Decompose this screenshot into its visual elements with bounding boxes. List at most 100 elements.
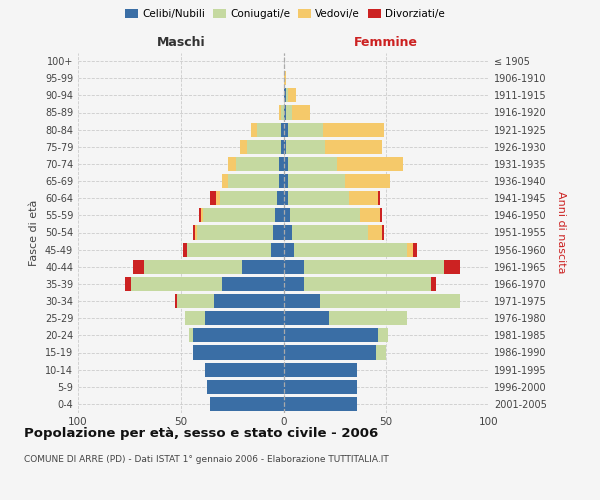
Bar (287, 88, 296, 102)
Bar (284, 397, 358, 411)
Bar (281, 122, 284, 136)
Bar (205, 311, 284, 325)
Bar (378, 328, 388, 342)
Bar (209, 397, 284, 411)
Bar (284, 242, 294, 256)
Bar (284, 260, 304, 274)
Bar (257, 122, 281, 136)
Bar (284, 277, 304, 291)
Bar (290, 208, 359, 222)
Bar (286, 88, 287, 102)
Bar (247, 140, 281, 154)
Bar (131, 277, 222, 291)
Bar (284, 208, 290, 222)
Bar (304, 260, 444, 274)
Bar (380, 208, 382, 222)
Bar (292, 226, 368, 239)
Bar (284, 380, 358, 394)
Bar (284, 106, 286, 120)
Bar (214, 294, 284, 308)
Bar (176, 294, 214, 308)
Bar (220, 191, 277, 205)
Text: Femmine: Femmine (354, 36, 418, 49)
Bar (144, 260, 242, 274)
Bar (228, 157, 236, 171)
Bar (228, 174, 280, 188)
Bar (287, 174, 345, 188)
Bar (193, 226, 195, 239)
Bar (323, 122, 384, 136)
Bar (203, 208, 275, 222)
Bar (287, 191, 349, 205)
Bar (284, 122, 287, 136)
Bar (241, 140, 247, 154)
Bar (281, 140, 284, 154)
Bar (175, 294, 176, 308)
Bar (337, 157, 403, 171)
Bar (294, 242, 407, 256)
Bar (236, 157, 280, 171)
Bar (444, 260, 460, 274)
Bar (193, 346, 284, 360)
Text: COMUNE DI ARRE (PD) - Dati ISTAT 1° gennaio 2006 - Elaborazione TUTTITALIA.IT: COMUNE DI ARRE (PD) - Dati ISTAT 1° genn… (24, 455, 389, 464)
Bar (133, 260, 144, 274)
Bar (378, 191, 380, 205)
Bar (222, 174, 228, 188)
Bar (287, 157, 337, 171)
Bar (209, 191, 215, 205)
Bar (280, 157, 284, 171)
Text: Maschi: Maschi (157, 36, 205, 49)
Bar (193, 328, 284, 342)
Bar (376, 346, 386, 360)
Bar (277, 191, 284, 205)
Bar (195, 226, 197, 239)
Bar (287, 122, 323, 136)
Bar (189, 328, 193, 342)
Bar (251, 122, 257, 136)
Bar (413, 242, 417, 256)
Bar (284, 346, 376, 360)
Bar (329, 311, 407, 325)
Bar (125, 277, 131, 291)
Bar (284, 140, 286, 154)
Bar (284, 174, 287, 188)
Legend: Celibi/Nubili, Coniugati/e, Vedovi/e, Divorziati/e: Celibi/Nubili, Coniugati/e, Vedovi/e, Di… (121, 5, 449, 24)
Bar (325, 140, 382, 154)
Bar (271, 242, 284, 256)
Bar (431, 277, 436, 291)
Bar (284, 88, 286, 102)
Bar (382, 226, 384, 239)
Bar (284, 71, 286, 85)
Bar (284, 157, 287, 171)
Bar (368, 226, 382, 239)
Bar (320, 294, 460, 308)
Bar (345, 174, 391, 188)
Bar (280, 106, 281, 120)
Bar (359, 208, 380, 222)
Bar (242, 260, 284, 274)
Bar (304, 277, 431, 291)
Bar (273, 226, 284, 239)
Text: Popolazione per età, sesso e stato civile - 2006: Popolazione per età, sesso e stato civil… (24, 428, 378, 440)
Bar (215, 191, 220, 205)
Bar (284, 311, 329, 325)
Bar (202, 208, 203, 222)
Bar (280, 174, 284, 188)
Bar (199, 208, 202, 222)
Bar (284, 191, 287, 205)
Bar (183, 242, 187, 256)
Bar (407, 242, 413, 256)
Bar (222, 277, 284, 291)
Bar (292, 106, 310, 120)
Bar (208, 380, 284, 394)
Y-axis label: Fasce di età: Fasce di età (29, 200, 39, 266)
Bar (284, 226, 292, 239)
Bar (185, 311, 205, 325)
Bar (349, 191, 378, 205)
Bar (197, 226, 273, 239)
Bar (284, 362, 358, 376)
Bar (187, 242, 271, 256)
Y-axis label: Anni di nascita: Anni di nascita (556, 191, 566, 274)
Bar (286, 140, 325, 154)
Bar (284, 294, 320, 308)
